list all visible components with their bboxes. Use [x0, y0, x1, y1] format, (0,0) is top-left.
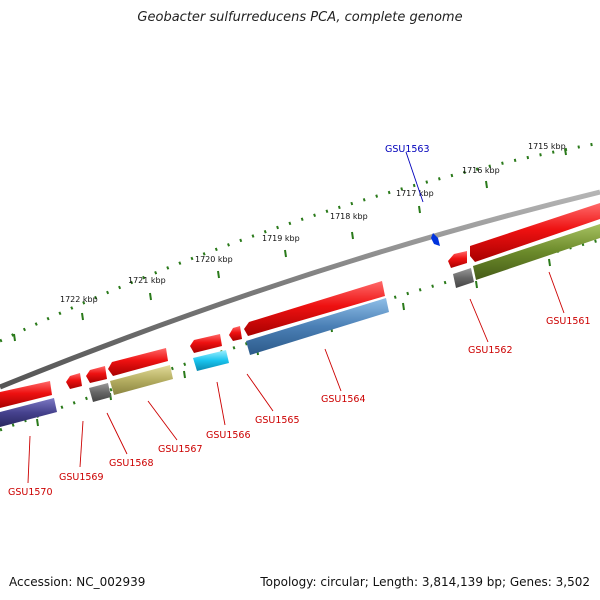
ruler-label-1719: 1719 kbp	[262, 234, 300, 243]
ruler-label-1721: 1721 kbp	[128, 276, 166, 285]
bar-gsu1568-gray[interactable]	[89, 383, 111, 402]
gene-label-gsu1567[interactable]: GSU1567	[158, 444, 203, 455]
cds-gsu1567[interactable]	[108, 348, 168, 376]
gene-label-gsu1561[interactable]: GSU1561	[546, 316, 591, 327]
accession-label: Accession: NC_002939	[9, 575, 146, 589]
gene-label-gsu1570[interactable]: GSU1570	[8, 487, 53, 498]
cds-gsu1565[interactable]	[229, 326, 242, 341]
bar-gsu1561-olive[interactable]	[473, 224, 600, 280]
bar-gsu1564-blue[interactable]	[246, 298, 389, 355]
ruler-label-1715: 1715 kbp	[528, 142, 566, 151]
gene-label-gsu1569[interactable]: GSU1569	[59, 472, 104, 483]
bar-gsu1567-khaki[interactable]	[110, 365, 173, 395]
cds-gsu1562[interactable]	[448, 251, 467, 268]
bar-gsu1570-navy[interactable]	[0, 398, 57, 427]
gene-leader-line-gsu1563	[405, 151, 424, 203]
cds-gsu1561[interactable]	[470, 203, 600, 262]
ruler-label-1722: 1722 kbp	[60, 295, 98, 304]
gene-label-gsu1563[interactable]: GSU1563	[385, 144, 430, 155]
cds-gsu1564[interactable]	[244, 281, 385, 336]
gene-label-gsu1566[interactable]: GSU1566	[206, 430, 251, 441]
gene-label-gsu1564[interactable]: GSU1564	[321, 394, 366, 405]
cds-gsu1566[interactable]	[190, 334, 222, 353]
feature-marker-icon[interactable]	[431, 233, 440, 246]
genome-summary: Topology: circular; Length: 3,814,139 bp…	[260, 575, 590, 589]
page-title: Geobacter sulfurreducens PCA, complete g…	[137, 10, 463, 25]
ruler-major-ticks	[13, 148, 567, 342]
gene-leader-lines	[27, 271, 565, 484]
ruler-label-1718: 1718 kbp	[330, 212, 368, 221]
cds-gsu1570[interactable]	[0, 381, 52, 408]
gene-label-gsu1568[interactable]: GSU1568	[109, 458, 154, 469]
cds-gsu1569[interactable]	[66, 373, 82, 389]
gene-label-gsu1565[interactable]: GSU1565	[255, 415, 300, 426]
genome-backbone	[0, 189, 600, 390]
ruler-outer-arc	[0, 141, 600, 343]
bar-gsu1566-cyan[interactable]	[193, 350, 229, 371]
bar-gsu1562-gray[interactable]	[453, 268, 474, 288]
ruler-label-1720: 1720 kbp	[195, 255, 233, 264]
gene-label-gsu1562[interactable]: GSU1562	[468, 345, 513, 356]
ruler-label-1716: 1716 kbp	[462, 166, 500, 175]
ruler-label-1717: 1717 kbp	[396, 189, 434, 198]
cds-gsu1568[interactable]	[86, 366, 107, 383]
